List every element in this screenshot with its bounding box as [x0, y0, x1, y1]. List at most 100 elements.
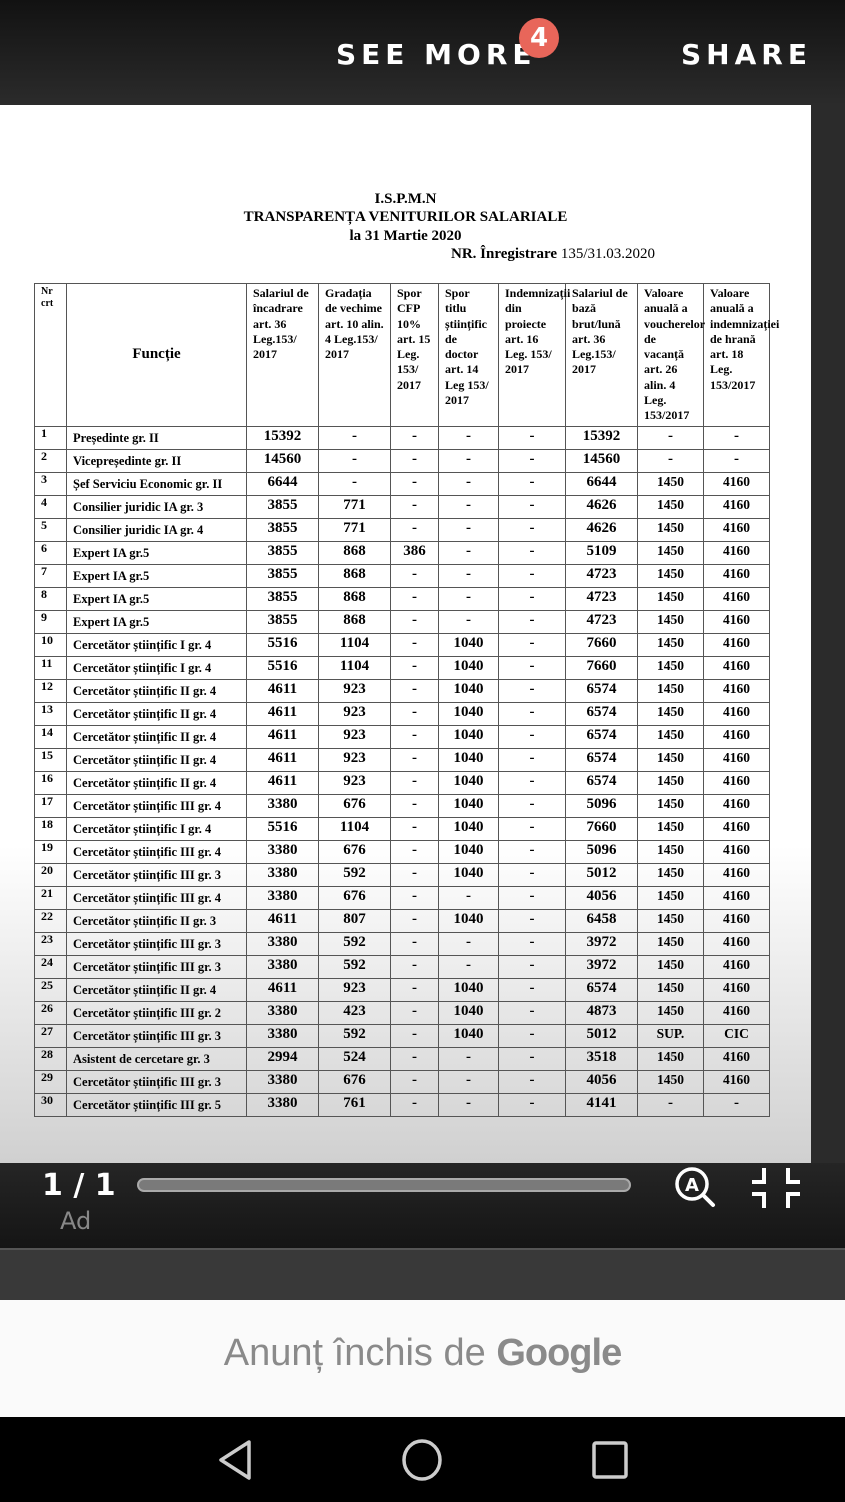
cell-gross-base-salary: 4626 [565, 517, 638, 542]
viewer-controls: 1 / 1 Ad A [0, 1163, 845, 1248]
cell-function: Cercetător științific III gr. 3 [66, 862, 247, 887]
cell-seniority-step: 423 [318, 1000, 391, 1025]
cell-doctorate-bonus: 1040 [438, 816, 499, 841]
table-row: 22 Cercetător științific II gr. 3 4611 807-… [34, 908, 770, 933]
cell-project-allowance: - [498, 632, 566, 657]
cell-gross-base-salary: 7660 [565, 816, 638, 841]
cell-base-salary: 3855 [246, 563, 319, 588]
document-viewer[interactable]: I.S.P.M.N TRANSPARENȚA VENITURILOR SALAR… [0, 105, 845, 1163]
cell-nr: 13 [34, 701, 67, 726]
cell-vacation-vouchers: 1450 [637, 977, 704, 1002]
cell-meal-allowance: 4160 [703, 747, 770, 772]
table-row: 20 Cercetător științific III gr. 3 3380 592… [34, 862, 770, 887]
page-indicator: 1 / 1 [42, 1168, 116, 1203]
cell-project-allowance: - [498, 563, 566, 588]
cell-meal-allowance: 4160 [703, 632, 770, 657]
cell-meal-allowance: 4160 [703, 471, 770, 496]
table-row: 27 Cercetător științific III gr. 3 3380 592… [34, 1023, 770, 1048]
cell-function: Cercetător științific III gr. 3 [66, 931, 247, 956]
cell-vacation-vouchers: 1450 [637, 793, 704, 818]
cell-seniority-step: 1104 [318, 655, 391, 680]
cell-function: Consilier juridic IA gr. 4 [66, 517, 247, 542]
cell-doctorate-bonus: - [438, 1046, 499, 1071]
recents-icon[interactable] [591, 1440, 629, 1480]
cell-project-allowance: - [498, 954, 566, 979]
table-row: 10 Cercetător științific I gr. 4 5516 1104-… [34, 632, 770, 657]
cell-doctorate-bonus: 1040 [438, 724, 499, 749]
cell-meal-allowance: 4160 [703, 586, 770, 611]
table-row: 23 Cercetător științific III gr. 3 3380 592… [34, 931, 770, 956]
cell-nr: 23 [34, 931, 67, 956]
cell-gross-base-salary: 4626 [565, 494, 638, 519]
document-page: I.S.P.M.N TRANSPARENȚA VENITURILOR SALAR… [0, 105, 811, 1163]
cell-function: Cercetător științific II gr. 4 [66, 770, 247, 795]
table-row: 5 Consilier juridic IA gr. 4 3855 771- - -462… [34, 517, 770, 542]
cell-seniority-step: 807 [318, 908, 391, 933]
cell-meal-allowance: 4160 [703, 1069, 770, 1094]
cell-base-salary: 3380 [246, 954, 319, 979]
table-row: 18 Cercetător științific I gr. 4 5516 1104-… [34, 816, 770, 841]
cell-project-allowance: - [498, 1069, 566, 1094]
cell-nr: 28 [34, 1046, 67, 1071]
see-more-button[interactable]: SEE MORE [336, 38, 537, 71]
cell-cfp-bonus: - [390, 701, 439, 726]
cell-seniority-step: 923 [318, 701, 391, 726]
cell-doctorate-bonus: - [438, 885, 499, 910]
cell-cfp-bonus: - [390, 931, 439, 956]
zoom-text-icon[interactable]: A [672, 1165, 718, 1211]
cell-doctorate-bonus: 1040 [438, 793, 499, 818]
table-row: 30 Cercetător științific III gr. 5 3380 761… [34, 1092, 770, 1117]
cell-function: Cercetător științific II gr. 4 [66, 747, 247, 772]
cell-nr: 10 [34, 632, 67, 657]
back-icon[interactable] [215, 1439, 255, 1481]
cell-gross-base-salary: 6644 [565, 471, 638, 496]
cell-base-salary: 14560 [246, 448, 319, 473]
cell-doctorate-bonus: - [438, 471, 499, 496]
cell-project-allowance: - [498, 816, 566, 841]
cell-gross-base-salary: 15392 [565, 425, 638, 450]
cell-gross-base-salary: 5012 [565, 862, 638, 887]
cell-cfp-bonus: - [390, 839, 439, 864]
cell-function: Expert IA gr.5 [66, 609, 247, 634]
cell-vacation-vouchers: 1450 [637, 724, 704, 749]
cell-seniority-step: 1104 [318, 632, 391, 657]
cell-meal-allowance: 4160 [703, 678, 770, 703]
cell-meal-allowance: CIC [703, 1023, 770, 1048]
table-row: 6 Expert IA gr.5 3855 868 386- -5109 1450 4160 [34, 540, 770, 565]
cell-cfp-bonus: - [390, 977, 439, 1002]
cell-function: Expert IA gr.5 [66, 563, 247, 588]
cell-doctorate-bonus: - [438, 586, 499, 611]
cell-meal-allowance: 4160 [703, 563, 770, 588]
share-button[interactable]: SHARE [681, 38, 812, 71]
table-row: 15 Cercetător științific II gr. 4 4611 923-… [34, 747, 770, 772]
cell-base-salary: 3855 [246, 609, 319, 634]
org-name: I.S.P.M.N [374, 191, 437, 207]
cell-seniority-step: - [318, 471, 391, 496]
cell-vacation-vouchers: 1450 [637, 494, 704, 519]
cell-seniority-step: 676 [318, 793, 391, 818]
cell-meal-allowance: 4160 [703, 517, 770, 542]
cell-vacation-vouchers: - [637, 448, 704, 473]
table-row: 8 Expert IA gr.5 3855 868- - -4723 1450 4160 [34, 586, 770, 611]
cell-gross-base-salary: 5109 [565, 540, 638, 565]
table-row: 2 Vicepreședinte gr. II 14560- - - -14560- - [34, 448, 770, 473]
header-seniority-step: Gradația de vechime art. 10 alin. 4 Leg.… [318, 283, 391, 427]
cell-doctorate-bonus: - [438, 448, 499, 473]
cell-cfp-bonus: - [390, 954, 439, 979]
cell-base-salary: 15392 [246, 425, 319, 450]
cell-project-allowance: - [498, 425, 566, 450]
cell-seniority-step: 771 [318, 517, 391, 542]
cell-base-salary: 3380 [246, 885, 319, 910]
exit-fullscreen-icon[interactable] [750, 1166, 802, 1210]
home-icon[interactable] [401, 1438, 443, 1482]
cell-vacation-vouchers: 1450 [637, 816, 704, 841]
cell-function: Cercetător științific I gr. 4 [66, 816, 247, 841]
header-nr: Nr crt [34, 283, 67, 427]
cell-cfp-bonus: - [390, 632, 439, 657]
cell-project-allowance: - [498, 839, 566, 864]
cell-project-allowance: - [498, 885, 566, 910]
cell-seniority-step: - [318, 448, 391, 473]
cell-project-allowance: - [498, 540, 566, 565]
cell-doctorate-bonus: 1040 [438, 678, 499, 703]
page-slider[interactable] [137, 1178, 631, 1192]
